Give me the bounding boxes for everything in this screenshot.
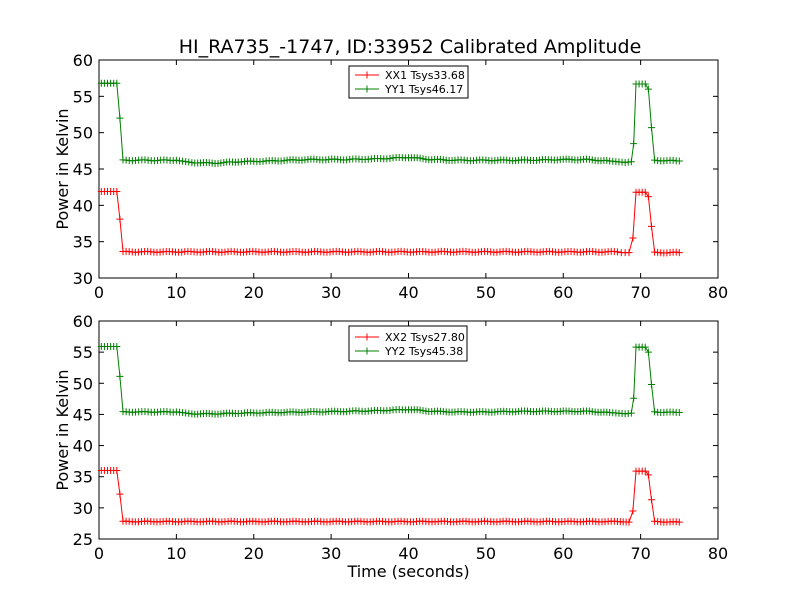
x-tick-label: 60 bbox=[553, 544, 573, 563]
x-tick-label: 70 bbox=[630, 544, 650, 563]
data-point bbox=[116, 215, 124, 223]
legend-label: XX2 Tsys27.80 bbox=[385, 331, 465, 344]
legend-marker bbox=[363, 333, 371, 341]
legend bbox=[348, 325, 468, 362]
x-tick-label: 40 bbox=[398, 544, 418, 563]
data-point bbox=[113, 79, 121, 87]
data-point bbox=[585, 155, 593, 163]
data-point bbox=[675, 249, 683, 257]
data-point bbox=[416, 154, 424, 162]
y-tick-label: 45 bbox=[73, 405, 93, 424]
x-tick-label: 70 bbox=[630, 283, 650, 302]
data-point bbox=[386, 154, 394, 162]
legend-label: XX1 Tsys33.68 bbox=[385, 69, 465, 82]
data-point bbox=[630, 140, 638, 148]
data-point bbox=[644, 85, 652, 93]
data-point bbox=[641, 80, 649, 88]
data-point bbox=[644, 348, 652, 356]
data-point bbox=[185, 158, 193, 166]
data-point bbox=[613, 248, 621, 256]
x-tick-label: 10 bbox=[166, 544, 186, 563]
x-tick-label: 30 bbox=[321, 544, 341, 563]
legend-marker bbox=[363, 347, 371, 355]
x-tick-label: 20 bbox=[244, 283, 264, 302]
x-tick-label: 80 bbox=[708, 283, 728, 302]
data-point bbox=[113, 466, 121, 474]
data-point bbox=[419, 407, 427, 415]
chart-title: HI_RA735_-1747, ID:33952 Calibrated Ampl… bbox=[179, 36, 642, 58]
legend bbox=[348, 65, 469, 99]
y-tick-label: 25 bbox=[73, 530, 93, 549]
y-tick-label: 40 bbox=[73, 437, 93, 456]
data-point bbox=[630, 394, 638, 402]
data-point bbox=[647, 222, 655, 230]
x-axis-label: Time (seconds) bbox=[346, 562, 469, 581]
y-tick-label: 50 bbox=[73, 124, 93, 143]
data-point bbox=[116, 372, 124, 380]
x-tick-label: 50 bbox=[476, 544, 496, 563]
data-point bbox=[627, 409, 635, 417]
plots: 0 10 20 30 40 50 60 70 80 30 35 40 45 50 55 60 Power in … bbox=[53, 51, 728, 581]
data-point bbox=[627, 158, 635, 166]
data-point bbox=[588, 156, 596, 164]
legend-marker bbox=[363, 71, 371, 79]
data-point bbox=[113, 188, 121, 196]
x-tick-label: 20 bbox=[244, 544, 264, 563]
data-point bbox=[419, 155, 427, 163]
y-axis-label: Power in Kelvin bbox=[53, 369, 72, 490]
y-tick-label: 35 bbox=[73, 468, 93, 487]
y-tick-label: 45 bbox=[73, 160, 93, 179]
data-point bbox=[644, 471, 652, 479]
data-point bbox=[116, 490, 124, 498]
data-point bbox=[629, 234, 637, 242]
y-tick-label: 55 bbox=[73, 343, 93, 362]
y-axis-label: Power in Kelvin bbox=[53, 108, 72, 229]
data-point bbox=[675, 157, 683, 165]
legend-marker bbox=[363, 85, 371, 93]
y-tick-label: 55 bbox=[73, 87, 93, 106]
y-tick-label: 60 bbox=[73, 51, 93, 70]
legend-label: YY2 Tsys45.38 bbox=[384, 345, 463, 358]
data-point bbox=[675, 518, 683, 526]
y-tick-label: 35 bbox=[73, 233, 93, 252]
x-tick-label: 40 bbox=[398, 283, 418, 302]
y-tick-label: 30 bbox=[73, 269, 93, 288]
x-tick-label: 50 bbox=[476, 283, 496, 302]
y-tick-label: 50 bbox=[73, 374, 93, 393]
legend-label: YY1 Tsys46.17 bbox=[384, 83, 463, 96]
x-tick-label: 0 bbox=[94, 544, 104, 563]
data-point bbox=[603, 156, 611, 164]
subplot-2: 0 10 20 30 40 50 60 70 80 25 30 35 40 45 50 55 60 Power i… bbox=[53, 312, 728, 581]
y-tick-label: 60 bbox=[73, 312, 93, 331]
data-point bbox=[625, 518, 633, 526]
data-point bbox=[416, 406, 424, 414]
x-tick-label: 80 bbox=[708, 544, 728, 563]
data-point bbox=[629, 507, 637, 515]
y-tick-label: 30 bbox=[73, 499, 93, 518]
y-tick-label: 40 bbox=[73, 196, 93, 215]
data-point bbox=[644, 193, 652, 201]
data-point bbox=[647, 381, 655, 389]
subplot-1: 0 10 20 30 40 50 60 70 80 30 35 40 45 50 55 60 Power in … bbox=[53, 51, 728, 302]
x-tick-label: 0 bbox=[94, 283, 104, 302]
data-point bbox=[217, 159, 225, 167]
x-tick-label: 30 bbox=[321, 283, 341, 302]
data-point bbox=[641, 343, 649, 351]
x-tick-label: 60 bbox=[553, 283, 573, 302]
data-point bbox=[647, 496, 655, 504]
x-tick-label: 10 bbox=[166, 283, 186, 302]
data-point bbox=[641, 188, 649, 196]
data-point bbox=[641, 467, 649, 475]
data-point bbox=[116, 114, 124, 122]
data-point bbox=[625, 249, 633, 257]
data-point bbox=[647, 124, 655, 132]
data-point bbox=[675, 409, 683, 417]
data-point bbox=[113, 343, 121, 351]
